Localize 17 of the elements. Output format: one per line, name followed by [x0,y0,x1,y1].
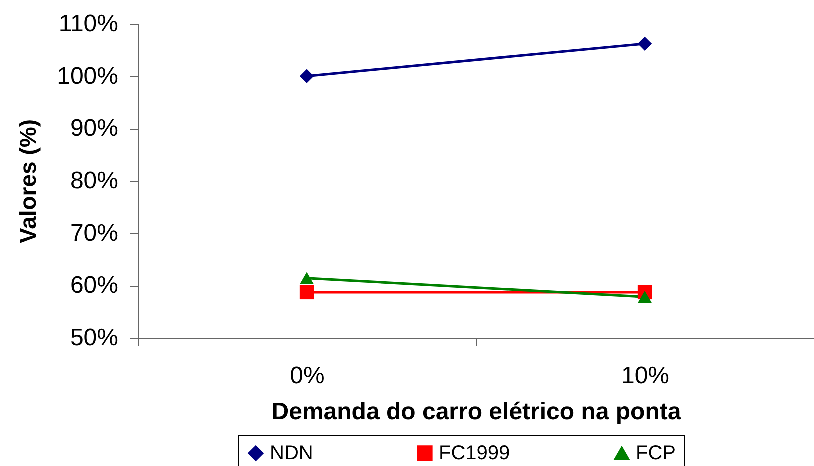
point [638,36,652,51]
legend-label: FC1999 [439,442,510,464]
legend-label: FCP [636,442,676,464]
legend-label: NDN [270,442,314,464]
x-axis-title: Demanda do carro elétrico na ponta [272,398,682,426]
point [300,69,314,84]
y-tick-label: 90% [70,115,118,142]
y-axis-title: Valores (%) [15,120,42,244]
y-tick-label: 60% [70,272,118,300]
y-tick-label: 80% [70,168,118,194]
y-tick-label: 70% [70,220,118,247]
y-tick-label: 100% [57,62,118,90]
y-tick-label: 50% [70,324,118,352]
point [300,285,314,300]
y-tick-label: 110% [58,10,118,38]
x-tick-label: 10% [621,362,670,390]
x-tick-label: 0% [290,362,325,390]
